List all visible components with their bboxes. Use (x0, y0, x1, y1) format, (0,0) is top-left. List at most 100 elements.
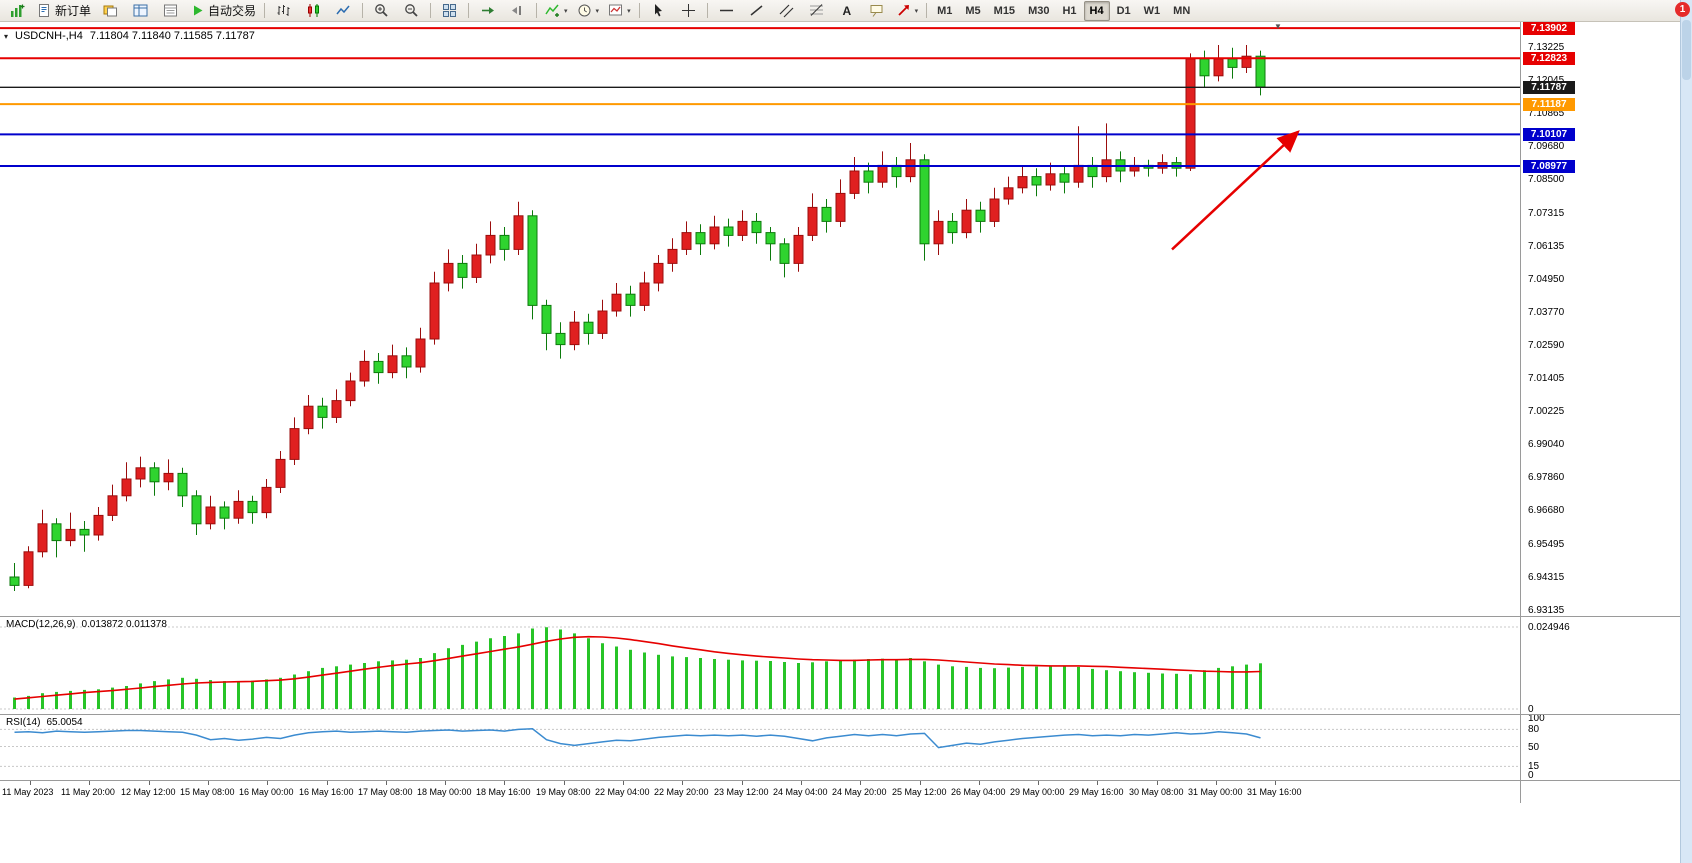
time-axis-label: 15 May 08:00 (180, 787, 235, 797)
data-window-icon (163, 3, 178, 18)
timeframe-h4[interactable]: H4 (1083, 0, 1110, 21)
time-axis-label: 31 May 16:00 (1247, 787, 1302, 797)
chart-menu-caret-icon[interactable]: ▾ (4, 31, 9, 41)
new-chart-button[interactable] (3, 0, 32, 21)
crosshair-button[interactable] (674, 0, 703, 21)
price-tick-label: 6.94315 (1528, 572, 1565, 583)
macd-values: 0.013872 0.011378 (81, 619, 167, 630)
price-line-badge[interactable]: 7.08977 (1523, 160, 1575, 173)
market-watch-button[interactable] (126, 0, 155, 21)
dropdown-caret-icon: ▾ (564, 7, 568, 15)
time-axis-tick (445, 781, 446, 785)
auto-scroll-button[interactable] (473, 0, 502, 21)
trend-arrow-annotation[interactable] (1171, 130, 1300, 251)
chart-profiles-button[interactable] (96, 0, 125, 21)
indicators-button[interactable]: ▾ (541, 0, 572, 21)
time-axis-label: 11 May 20:00 (61, 787, 115, 797)
zoom-in-button[interactable] (367, 0, 396, 21)
timeframe-mn[interactable]: MN (1173, 4, 1191, 17)
vertical-scrollbar[interactable] (1680, 0, 1692, 863)
macd-indicator-panel[interactable] (0, 617, 1520, 714)
time-axis-label: 18 May 16:00 (476, 787, 531, 797)
new-order-button[interactable]: 新订单 (33, 0, 95, 21)
panel-separator-rsi[interactable] (0, 714, 1681, 715)
bar-chart-button[interactable] (269, 0, 298, 21)
chart-ohlc-values: 7.11804 7.11840 7.11585 7.11787 (89, 30, 255, 42)
price-line-badge[interactable]: 7.12823 (1523, 52, 1575, 65)
notification-badge[interactable]: 1 (1675, 2, 1690, 17)
timeframe-d1[interactable]: D1 (1116, 4, 1131, 17)
rsi-indicator-panel[interactable] (0, 715, 1520, 780)
price-line-badge[interactable]: 7.10107 (1523, 128, 1575, 141)
text-label-button[interactable] (862, 0, 891, 21)
time-axis-tick (504, 781, 505, 785)
time-axis-label: 19 May 08:00 (536, 787, 591, 797)
time-axis-label: 16 May 00:00 (239, 787, 294, 797)
price-line-badge[interactable]: 7.11787 (1523, 81, 1575, 94)
horizontal-lines-group[interactable] (0, 27, 1520, 167)
tile-icon (442, 3, 457, 18)
autotrading-icon (190, 3, 205, 18)
price-tick-label: 7.04950 (1528, 274, 1565, 285)
chart-title: ▾ USDCNH-,H4 7.11804 7.11840 7.11585 7.1… (4, 30, 255, 42)
time-axis-tick (801, 781, 802, 785)
periods-button[interactable]: ▾ (573, 0, 604, 21)
cursor-button[interactable] (644, 0, 673, 21)
line-chart-button[interactable] (329, 0, 358, 21)
autotrading-button[interactable]: 自动交易 (186, 0, 260, 21)
time-axis-label: 29 May 16:00 (1069, 787, 1124, 797)
price-line-badge[interactable]: 7.11187 (1523, 98, 1575, 111)
time-axis-tick (1038, 781, 1039, 785)
channel-icon (779, 3, 794, 18)
toolbar-separator (468, 3, 470, 18)
chart-shift-marker[interactable]: ▼ (1274, 22, 1282, 31)
time-axis-label: 25 May 12:00 (892, 787, 947, 797)
templates-button[interactable]: ▾ (604, 0, 635, 21)
timeframe-m15[interactable]: M15 (993, 4, 1016, 17)
time-axis-tick (1157, 781, 1158, 785)
tile-windows-button[interactable] (435, 0, 464, 21)
fibo-icon (809, 3, 824, 18)
price-tick-label: 6.99040 (1528, 439, 1565, 450)
timeframe-m1[interactable]: M1 (937, 4, 953, 17)
channel-button[interactable] (772, 0, 801, 21)
rsi-label: RSI(14) (6, 717, 41, 728)
chart-shift-button[interactable] (503, 0, 532, 21)
timeframe-m30[interactable]: M30 (1028, 4, 1050, 17)
time-axis-tick (89, 781, 90, 785)
zoom-out-button[interactable] (397, 0, 426, 21)
time-axis-label: 26 May 04:00 (951, 787, 1006, 797)
candles-icon (306, 3, 321, 18)
time-axis-tick (979, 781, 980, 785)
timeframe-w1[interactable]: W1 (1143, 4, 1161, 17)
price-tick-label: 7.09680 (1528, 141, 1565, 152)
time-scale-separator (0, 780, 1681, 781)
candlestick-chart-button[interactable] (299, 0, 328, 21)
arrows-button[interactable]: ▾ (892, 0, 923, 21)
candlestick-chart[interactable] (0, 22, 1520, 616)
horizontal-line-button[interactable] (712, 0, 741, 21)
price-scale-separator (1520, 22, 1521, 803)
toolbar-separator (706, 3, 708, 18)
fibonacci-button[interactable] (802, 0, 831, 21)
time-axis-tick (30, 781, 31, 785)
time-axis-tick (208, 781, 209, 785)
time-axis-tick (149, 781, 150, 785)
scrollbar-thumb[interactable] (1682, 20, 1691, 80)
price-line-badge[interactable]: 7.13902 (1523, 22, 1575, 35)
chart-plus-icon (10, 3, 25, 18)
price-tick-label: 7.08500 (1528, 174, 1565, 185)
data-window-button[interactable] (156, 0, 185, 21)
panel-separator-macd[interactable] (0, 616, 1681, 617)
price-scale: 7.13225 7.12045 7.10865 7.09680 7.08500 7.073… (1521, 22, 1681, 803)
time-scale: 11 May 2023 11 May 20:00 12 May 12:00 15 Ma… (0, 781, 1521, 803)
macd-signal-line (14, 635, 1261, 700)
text-button[interactable]: A (832, 0, 861, 21)
timeframe-h1[interactable]: H1 (1062, 4, 1077, 17)
price-tick-label: 6.96680 (1528, 505, 1565, 516)
timeframe-m5[interactable]: M5 (965, 4, 981, 17)
time-axis-label: 29 May 00:00 (1010, 787, 1065, 797)
time-axis-tick (682, 781, 683, 785)
new-order-button-label: 新订单 (55, 4, 92, 18)
trendline-button[interactable] (742, 0, 771, 21)
